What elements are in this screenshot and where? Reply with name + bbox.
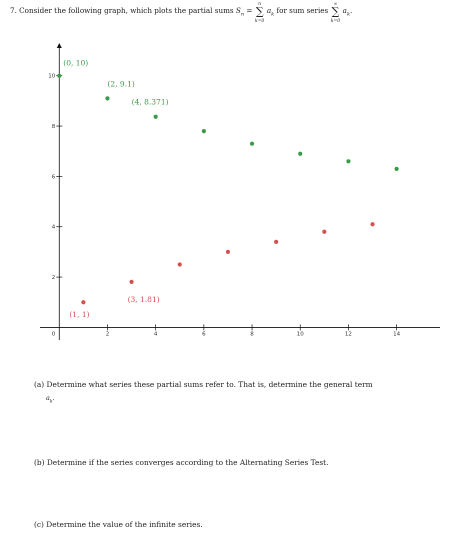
x-tick-label-2: 2: [106, 331, 110, 337]
data-point-s1-4: [274, 239, 279, 244]
part-a-label: (a): [34, 380, 45, 389]
term-a2-sub: k: [346, 11, 350, 18]
y-tick-label-10: 10: [48, 74, 55, 80]
sum2-upper-limit: ∞: [333, 2, 338, 7]
y-tick-label-6: 6: [52, 174, 56, 180]
data-point-s0-4: [249, 141, 255, 146]
x-tick-label-12: 12: [345, 331, 352, 337]
data-point-s0-0: [57, 73, 62, 78]
question-end: .: [350, 6, 353, 15]
y-tick-label-2: 2: [52, 275, 56, 281]
part-a-text: Determine what series these partial sums…: [46, 380, 373, 389]
data-point-s0-3: [201, 128, 206, 134]
part-b-label: (b): [34, 458, 45, 467]
term-a: a: [266, 6, 272, 15]
point-annotation-4: (1, 1): [69, 310, 89, 319]
y-axis-arrow: [56, 43, 62, 48]
question-7: 7. Consider the following graph, which p…: [10, 2, 455, 24]
summation-infinite: ∑ ∞ k=0: [330, 2, 341, 24]
part-a-term-symbol: a: [46, 394, 50, 402]
part-a: (a) Determine what series these partial …: [34, 380, 373, 389]
data-point-s0-2: [153, 114, 158, 119]
data-point-s1-5: [322, 229, 327, 234]
question-intro: Consider the following graph, which plot…: [19, 6, 234, 15]
sn-subscript: n: [240, 11, 245, 18]
y-tick-label-4: 4: [52, 225, 56, 231]
point-annotation-3: (3, 1.81): [128, 295, 160, 304]
part-c-text: Determine the value of the infinite seri…: [46, 520, 203, 529]
data-point-s1-1: [129, 279, 134, 284]
x-tick-label-6: 6: [202, 331, 206, 337]
data-point-s0-6: [346, 159, 351, 164]
part-a-term-sub: k: [49, 399, 53, 405]
partial-sums-chart: 2 4 6 8 10 12 14 2 4 6 8 10 0 (0, 10) (2, 9.1) (4, 8.37…: [40, 43, 440, 340]
data-point-s1-3: [225, 249, 231, 255]
data-point-s1-6: [370, 222, 375, 227]
sn-symbol: S: [235, 6, 241, 15]
y-tick-label-8: 8: [52, 124, 56, 130]
sum-upper-limit: n: [258, 2, 262, 7]
part-a-end: .: [52, 394, 55, 402]
point-annotation-1: (2, 9.1): [107, 79, 134, 88]
x-tick-label-4: 4: [154, 331, 158, 337]
part-a-term: ak.: [46, 394, 55, 404]
point-annotation-2: (4, 8.371): [132, 98, 169, 107]
sum2-lower-limit: k=0: [330, 19, 341, 24]
part-b-text: Determine if the series converges accord…: [46, 458, 329, 467]
term-a2: a: [342, 6, 347, 15]
x-tick-label-10: 10: [297, 331, 304, 337]
origin-label: 0: [52, 331, 56, 337]
data-point-s0-1: [105, 96, 110, 101]
data-point-s0-5: [298, 151, 303, 156]
mid-text: for sum series: [276, 6, 329, 15]
sum-lower-limit: k=0: [254, 19, 265, 24]
part-c-label: (c): [34, 520, 44, 529]
part-c: (c) Determine the value of the infinite …: [34, 520, 203, 529]
part-b: (b) Determine if the series converges ac…: [34, 458, 328, 467]
summation-finite: ∑ n k=0: [254, 2, 265, 24]
equals-sign: =: [246, 6, 253, 15]
data-point-s1-2: [177, 262, 182, 267]
x-tick-label-8: 8: [250, 331, 254, 337]
question-number: 7.: [10, 6, 17, 15]
data-point-s1-0: [81, 300, 86, 305]
point-annotation-0: (0, 10): [63, 59, 88, 68]
term-a-sub: k: [271, 11, 275, 18]
data-point-s0-7: [394, 166, 399, 171]
x-tick-label-14: 14: [393, 331, 400, 337]
